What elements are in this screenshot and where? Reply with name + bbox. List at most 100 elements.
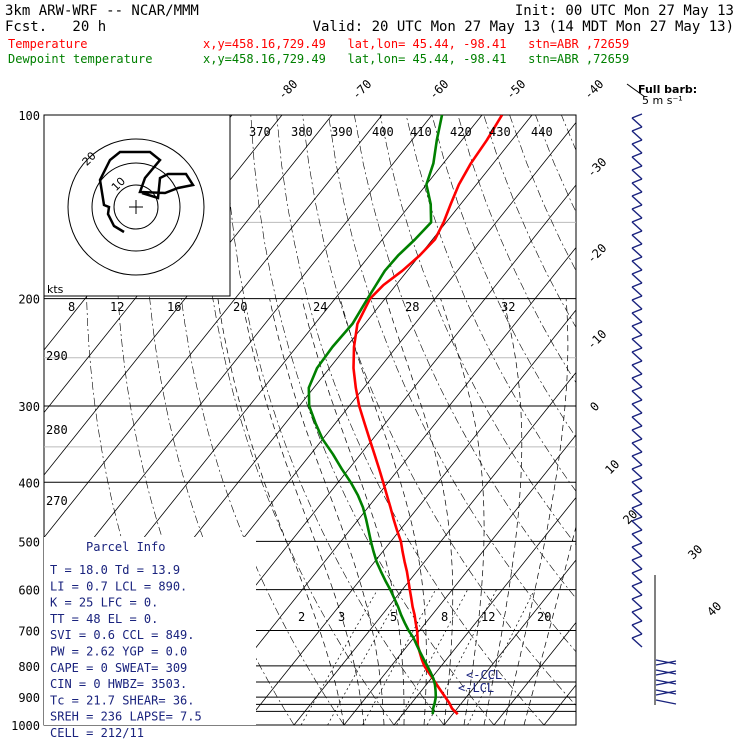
isotherm (343, 434, 576, 725)
wind-barb (631, 520, 643, 531)
mixing-ratio-label: 3 (338, 610, 345, 624)
wind-barb (631, 169, 643, 180)
forecast-hour: Fcst. 20 h (5, 19, 106, 35)
theta-label: 430 (489, 125, 511, 139)
wind-barb-flag (631, 607, 643, 613)
wind-barb (655, 660, 677, 666)
parcel-row: PW = 2.62 YGP = 0.0 (50, 645, 187, 659)
isotherm (293, 371, 576, 725)
temperature-trace (352, 115, 504, 716)
wind-barb-flag (631, 113, 643, 119)
wind-barb-flag (631, 555, 643, 561)
kts-scale-label: 8 (68, 300, 75, 314)
isotherm-tick-label: 20 (620, 507, 640, 527)
pressure-tick-label: 600 (18, 584, 40, 598)
dry-adiabat (250, 115, 495, 725)
isotherm (493, 621, 576, 725)
wind-barb-flag (631, 191, 643, 197)
pressure-tick-label: 900 (18, 691, 40, 705)
wind-barb (631, 494, 643, 505)
wind-barb-flag (631, 178, 643, 184)
wind-barb-flag (631, 256, 643, 262)
isotherm (44, 115, 383, 539)
parcel-row: Tc = 21.7 SHEAR= 36. (50, 693, 195, 707)
parcel-row: CAPE = 0 SWEAT= 309 (50, 661, 187, 675)
isotherm-tick-label: 10 (602, 457, 622, 477)
wind-barb (655, 689, 677, 695)
dewpoint-info: x,y=458.16,729.49 lat,lon= 45.44, -98.41… (203, 52, 629, 66)
parcel-row: LI = 0.7 LCL = 890. (50, 579, 187, 593)
wind-barb (655, 670, 677, 676)
dry-adiabat (276, 115, 545, 725)
wind-barb (631, 273, 643, 284)
wind-barbs (631, 113, 677, 705)
wind-barb (655, 669, 677, 675)
wind-barb (631, 572, 643, 583)
wind-barb (631, 260, 643, 271)
parcel-row: SVI = 0.6 CCL = 849. (50, 628, 195, 642)
dry-adiabat (665, 115, 740, 725)
left-theta-label: 270 (46, 494, 68, 508)
mixing-ratio-label: 20 (537, 610, 551, 624)
moist-adiabat (217, 298, 345, 725)
wind-barb-flag (631, 399, 643, 405)
wind-barb-flag (631, 360, 643, 366)
dry-adiabat (379, 115, 576, 546)
wind-barb (631, 182, 643, 193)
wind-barb-flag (631, 217, 643, 223)
init-time: Init: 00 UTC Mon 27 May 13 (515, 3, 734, 19)
wind-barb-flag (631, 152, 643, 158)
temperature-info: x,y=458.16,729.49 lat,lon= 45.44, -98.41… (203, 37, 629, 51)
dry-adiabat (431, 115, 576, 438)
wind-barb (631, 208, 643, 219)
theta-label: 380 (291, 125, 313, 139)
valid-time: Valid: 20 UTC Mon 27 May 13 (14 MDT Mon … (313, 19, 734, 35)
isotherm (594, 115, 740, 725)
wind-barb-flag (631, 503, 643, 509)
wind-barb-flag (631, 347, 643, 353)
moist-adiabat (483, 298, 523, 725)
kts-scale-label: 20 (233, 300, 247, 314)
isotherm-tick-label: -50 (503, 77, 528, 102)
wind-barb-flag (631, 594, 643, 600)
wind-barb (631, 468, 643, 479)
isotherm (44, 115, 433, 601)
wind-barb-flag (631, 633, 643, 639)
mixing-ratio-line (327, 589, 403, 725)
moist-adiabat (241, 298, 365, 725)
wind-barb (631, 533, 643, 544)
model-title: 3km ARW-WRF -- NCAR/MMM (5, 3, 199, 19)
wind-barb-flag (631, 295, 643, 301)
moist-adiabat (385, 298, 454, 725)
wind-barb-flag (631, 542, 643, 548)
pressure-tick-label: 700 (18, 625, 40, 639)
dry-adiabat (457, 115, 576, 384)
theta-label: 400 (372, 125, 394, 139)
wind-barb-flag (631, 438, 643, 444)
dry-adiabat (354, 115, 576, 599)
dry-adiabat (483, 115, 576, 328)
theta-label: 440 (531, 125, 553, 139)
parcel-row: K = 25 LFC = 0. (50, 596, 158, 610)
wind-barb (655, 679, 677, 685)
wind-barb (631, 234, 643, 245)
wind-barb (631, 559, 643, 570)
mixing-ratio-label: 8 (441, 610, 448, 624)
isotherm (193, 246, 576, 725)
mixing-ratio-line (300, 589, 378, 725)
isotherm-tick-label: -10 (584, 327, 609, 352)
isotherm (443, 559, 576, 725)
wind-barb (631, 390, 643, 401)
dry-adiabat (198, 115, 395, 725)
moist-adiabat (503, 298, 569, 725)
moist-adiabat (269, 298, 385, 725)
wind-barb (631, 130, 643, 141)
left-theta-label: 290 (46, 349, 68, 363)
dry-adiabat (613, 115, 740, 725)
moist-adiabat (440, 298, 485, 725)
pressure-tick-label: 400 (18, 476, 40, 490)
dry-adiabat (224, 115, 445, 725)
moist-adiabat (523, 525, 576, 725)
wind-barb (631, 364, 643, 375)
wind-barb (631, 598, 643, 609)
